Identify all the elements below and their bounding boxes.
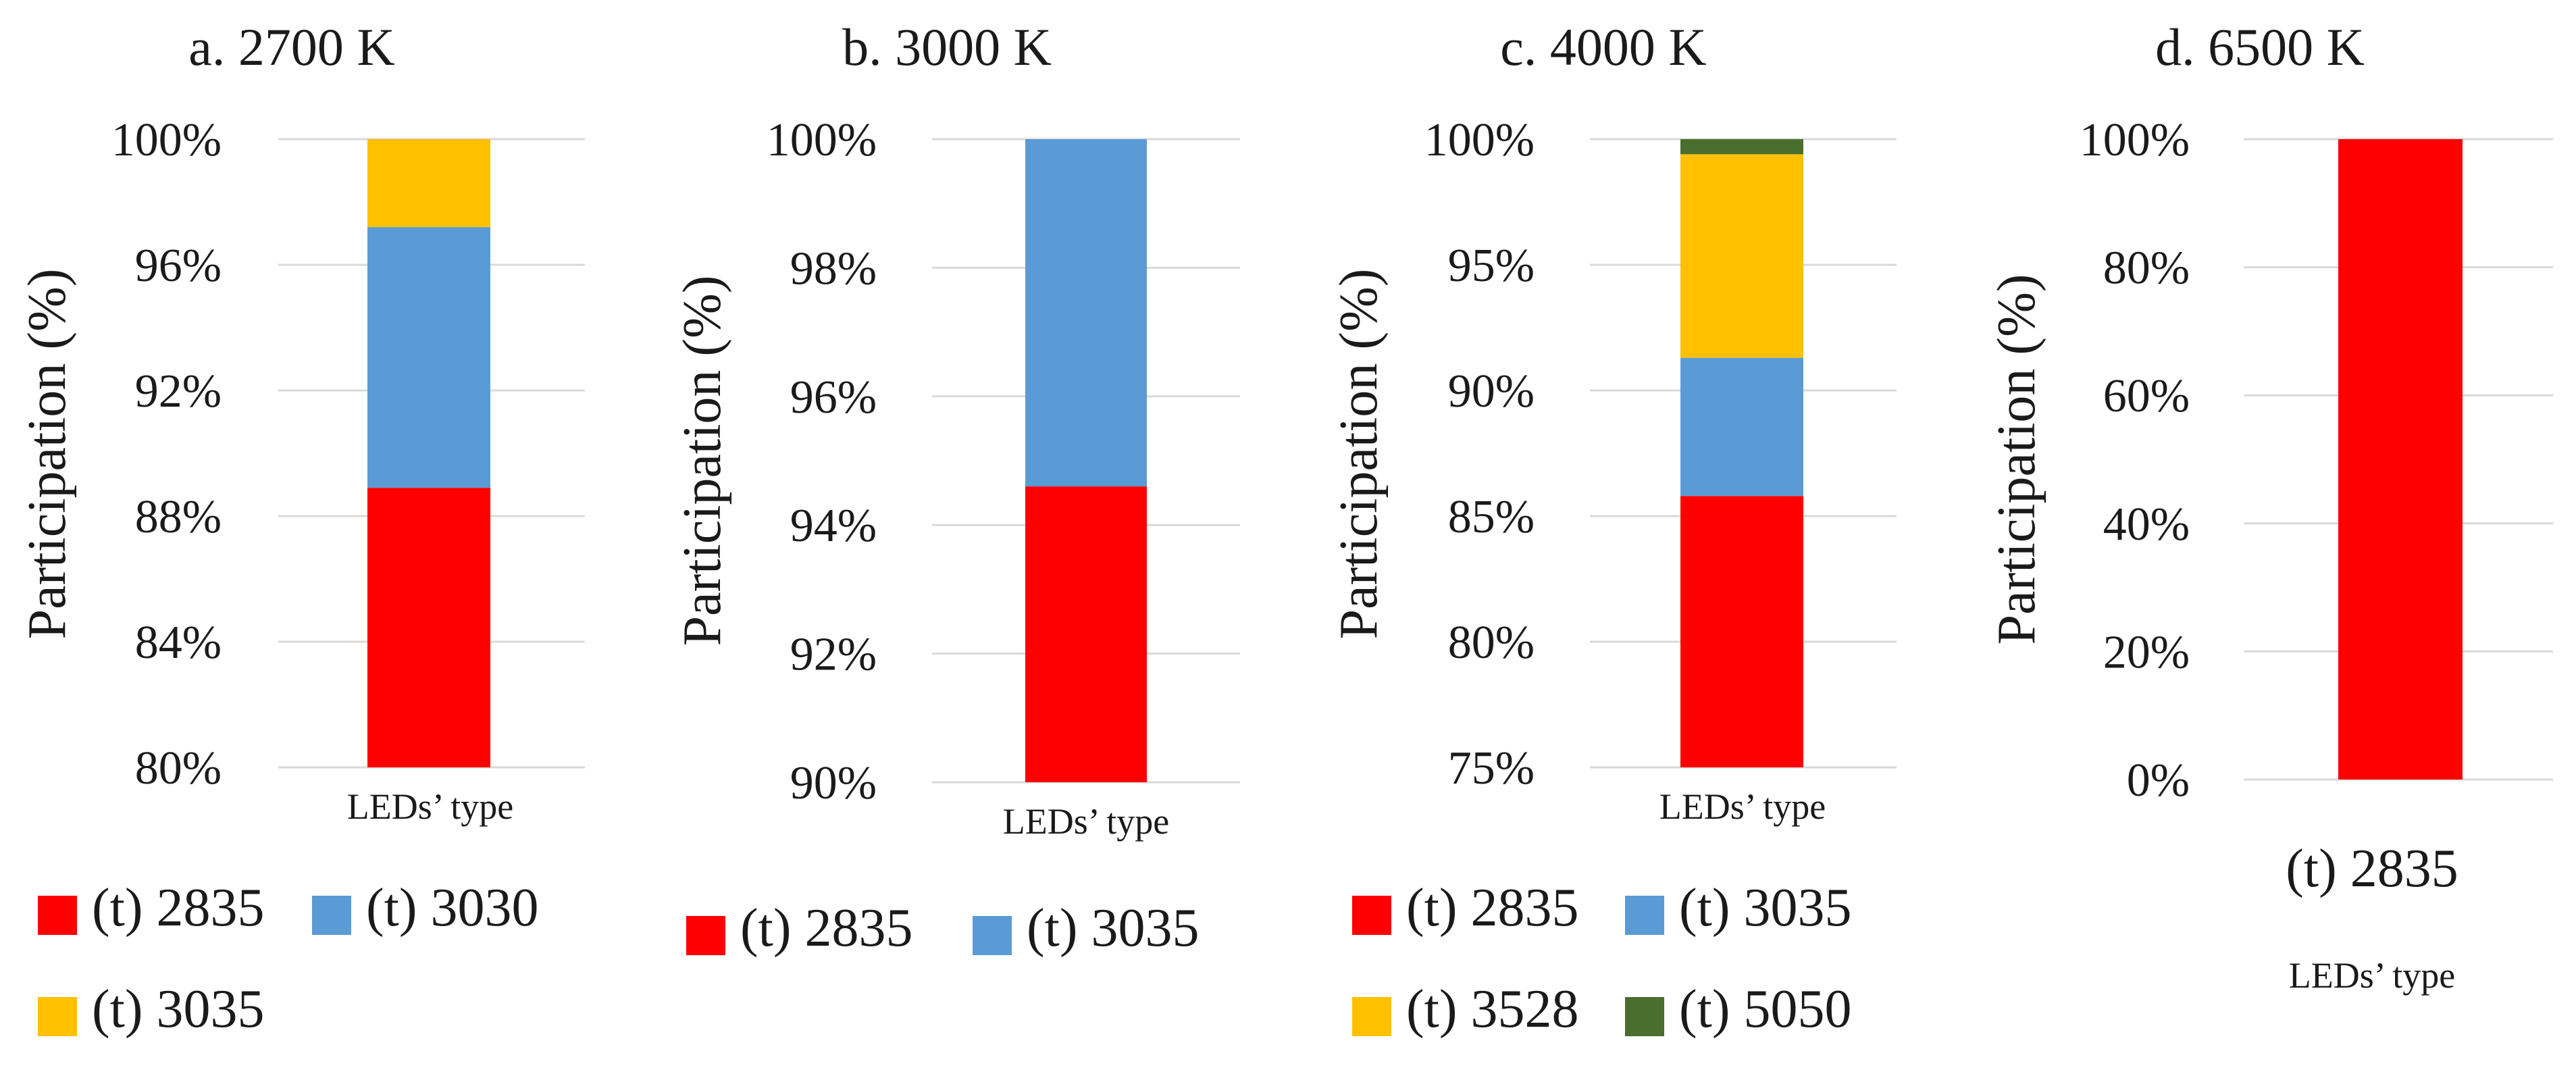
legend-item: (t) 2835 [38,878,265,938]
y-tick-label: 92% [790,629,877,681]
bar-segment-t-2835 [2338,139,2463,780]
bar-segment-t-3035 [367,139,490,228]
y-tick-label: 80% [135,742,222,794]
legend-label: (t) 3528 [1406,979,1579,1039]
legend-swatch [1625,896,1664,935]
y-tick-label: 100% [2080,114,2190,166]
legend-swatch [1625,997,1664,1036]
y-tick-label: 90% [1448,365,1535,417]
y-tick-label: 84% [135,617,222,669]
legend-label: (t) 2835 [740,898,913,958]
y-tick-label: 96% [135,240,222,292]
y-tick-label: 88% [135,491,222,543]
y-tick-label: 20% [2103,626,2190,678]
bar-segment-t-2835 [367,488,490,767]
y-tick-label: 96% [790,372,877,424]
y-tick-label: 100% [111,114,222,166]
legend-item: (t) 2835 [1352,878,1579,938]
legend-label: (t) 3035 [1027,898,1200,958]
chart-title: c. 4000 K [1500,18,1706,76]
y-tick-label: 80% [2103,243,2190,295]
legend-item: (t) 3030 [312,878,539,938]
bar-segment-t-3528 [1680,154,1803,358]
legend-item: (t) 3528 [1352,979,1579,1039]
chart-panel-1: a. 2700 K 80% 84% 88% 92% 96% 100% Participatio… [18,18,585,1039]
y-tick-label: 40% [2103,499,2190,551]
y-tick-label: 75% [1448,742,1535,794]
y-tick-label: 60% [2103,370,2190,422]
legend-swatch [38,997,77,1036]
y-tick-label: 95% [1448,240,1535,292]
chart-title: b. 3000 K [842,18,1052,76]
chart-panel-3: c. 4000 K 75% 80% 85% 90% 95% 100% Participatio… [1329,18,1897,1039]
y-tick-label: 92% [135,365,222,417]
legend-swatch [686,916,725,955]
y-tick-label: 100% [1424,114,1535,166]
legend-label: (t) 3035 [92,979,265,1039]
legend-swatch [312,896,351,935]
legend-swatch [1352,896,1391,935]
bar-segment-t-2835 [1680,496,1803,767]
legend-item: (t) 3035 [1625,878,1852,938]
x-axis-label: LEDs’ type [1659,786,1826,827]
y-tick-label: 0% [2127,755,2190,807]
legend-swatch [973,916,1012,955]
legend-swatch [38,896,77,935]
y-tick-label: 90% [790,757,877,809]
legend-label: (t) 3035 [1679,878,1852,938]
legend-label: (t) 5050 [1679,979,1852,1039]
bar-segment-t-2835 [1025,486,1147,782]
legend-label: (t) 3030 [366,878,539,938]
x-axis-label: LEDs’ type [2289,955,2455,996]
legend-item: (t) 2835 [686,898,913,958]
y-tick-label: 100% [767,114,877,166]
chart-panel-2: b. 3000 K 90% 92% 94% 96% 98% 100% Participatio… [673,18,1240,958]
chart-panel-4: d. 6500 K 0% 20% 40% 60% 80% 100% Participation… [1987,18,2553,996]
legend-swatch [1352,997,1391,1036]
chart-title: d. 6500 K [2155,18,2365,76]
y-axis-label: Participation (%) [1329,269,1389,640]
x-axis-label: LEDs’ type [347,786,513,827]
legend-item: (t) 5050 [1625,979,1852,1039]
y-axis-label: Participation (%) [1987,274,2046,645]
x-axis-label: LEDs’ type [1003,801,1169,842]
y-tick-label: 80% [1448,617,1535,669]
legend-item: (t) 3035 [973,898,1200,958]
bar-segment-t-3030 [367,227,490,488]
bar-segment-t-5050 [1680,139,1803,155]
bar-segment-t-3035 [1025,139,1147,487]
legend-label: (t) 2835 [92,878,265,938]
x-tick-label: (t) 2835 [2286,839,2458,898]
legend-item: (t) 3035 [38,979,265,1039]
legend-label: (t) 2835 [1406,878,1579,938]
y-tick-label: 94% [790,500,877,552]
y-tick-label: 98% [790,243,877,295]
y-axis-label: Participation (%) [18,269,77,640]
y-tick-label: 85% [1448,491,1535,543]
y-axis-label: Participation (%) [673,276,732,646]
chart-title: a. 2700 K [188,18,394,76]
bar-segment-t-3035 [1680,357,1803,496]
